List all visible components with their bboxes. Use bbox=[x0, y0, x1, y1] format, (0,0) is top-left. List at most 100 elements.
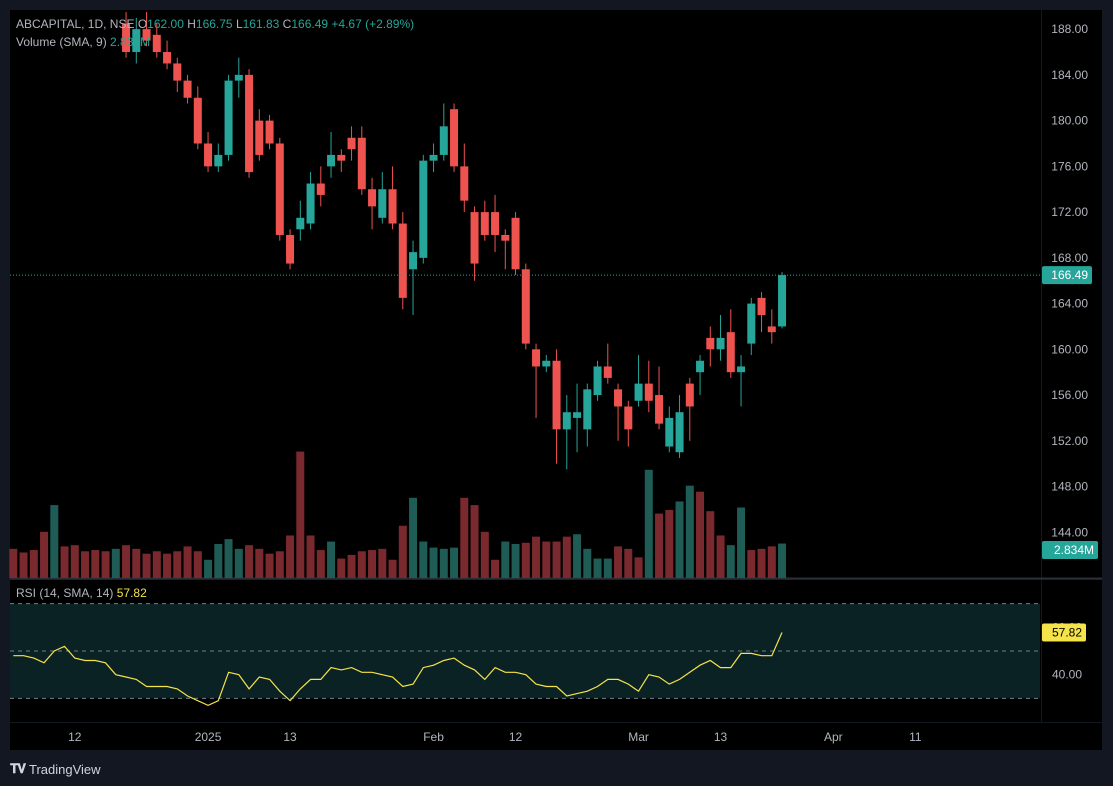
volume-bar bbox=[737, 507, 746, 578]
rsi-legend[interactable]: RSI (14, SMA, 14) 57.82 bbox=[16, 586, 147, 600]
volume-bar bbox=[224, 539, 233, 578]
volume-bar bbox=[286, 535, 295, 578]
time-axis-tick: Apr bbox=[824, 730, 843, 744]
volume-bar bbox=[132, 548, 141, 578]
price-axis-tick: 172.00 bbox=[1051, 205, 1088, 219]
volume-bar bbox=[398, 525, 407, 578]
rsi-line bbox=[13, 632, 783, 707]
volume-bar bbox=[593, 558, 602, 578]
candle-body bbox=[562, 412, 571, 430]
symbol-title[interactable]: ABCAPITAL, 1D, NSE bbox=[16, 17, 135, 31]
volume-bar bbox=[747, 550, 756, 578]
volume-bar bbox=[624, 548, 633, 578]
volume-bar bbox=[204, 559, 213, 578]
candle-body bbox=[778, 275, 787, 327]
close-value: 166.49 bbox=[291, 17, 329, 31]
price-axis-tick: 176.00 bbox=[1051, 159, 1088, 173]
volume-bar bbox=[757, 548, 766, 578]
volume-bar bbox=[368, 550, 377, 578]
volume-bar bbox=[296, 451, 305, 578]
volume-bar bbox=[511, 543, 520, 578]
volume-bar bbox=[50, 505, 59, 578]
candle-body bbox=[624, 406, 633, 430]
volume-legend[interactable]: Volume (SMA, 9) 2.834M bbox=[16, 35, 150, 49]
candle-body bbox=[757, 297, 766, 316]
volume-bar bbox=[460, 497, 469, 578]
volume-bar bbox=[255, 548, 264, 578]
volume-bar bbox=[378, 548, 387, 578]
time-axis-tick: 11 bbox=[909, 730, 922, 744]
rsi-indicator-value: 57.82 bbox=[116, 586, 147, 600]
volume-bar bbox=[337, 558, 346, 578]
candle-body bbox=[716, 337, 725, 350]
time-axis-background bbox=[10, 723, 1102, 750]
volume-bar bbox=[542, 541, 551, 578]
candle-body bbox=[614, 389, 623, 407]
volume-bar bbox=[327, 541, 336, 578]
candle-body bbox=[593, 366, 602, 396]
volume-bar bbox=[9, 548, 18, 578]
volume-bar bbox=[122, 545, 131, 578]
tradingview-logo-icon: 𝐓𝐕 bbox=[10, 761, 26, 776]
volume-bar bbox=[245, 545, 254, 578]
volume-value-badge bbox=[1042, 541, 1098, 559]
open-value: 162.00 bbox=[147, 17, 184, 31]
price-axis-tick: 160.00 bbox=[1051, 342, 1088, 356]
candle-body bbox=[675, 412, 684, 453]
candle-body bbox=[644, 383, 653, 401]
candle-body bbox=[655, 395, 664, 424]
rsi-indicator-label: RSI (14, SMA, 14) bbox=[16, 586, 114, 600]
candle-body bbox=[532, 349, 541, 367]
volume-bar bbox=[562, 536, 571, 578]
price-axis-tick: 180.00 bbox=[1051, 114, 1088, 128]
volume-bar bbox=[409, 497, 418, 578]
candle-body bbox=[286, 234, 295, 264]
candle-body bbox=[132, 29, 141, 53]
volume-bar bbox=[152, 551, 161, 578]
volume-bar bbox=[470, 505, 479, 578]
volume-bar bbox=[706, 511, 715, 578]
candle-body bbox=[265, 120, 274, 144]
volume-indicator-label: Volume (SMA, 9) bbox=[16, 35, 107, 49]
candle-body bbox=[378, 189, 387, 218]
candle-body bbox=[204, 143, 213, 167]
symbol-legend[interactable]: ABCAPITAL, 1D, NSE O162.00 H166.75 L161.… bbox=[16, 17, 414, 31]
candle-body bbox=[460, 166, 469, 201]
candle-body bbox=[501, 234, 510, 241]
tradingview-logo[interactable]: 𝐓𝐕 TradingView bbox=[10, 761, 101, 777]
volume-bar bbox=[552, 541, 561, 578]
volume-bar bbox=[429, 547, 438, 578]
candle-body bbox=[603, 366, 612, 378]
volume-bar bbox=[675, 501, 684, 578]
candle-body bbox=[665, 417, 674, 447]
time-axis-tick: 12 bbox=[509, 730, 523, 744]
time-axis-tick: 13 bbox=[283, 730, 297, 744]
price-axis-tick: 168.00 bbox=[1051, 251, 1088, 265]
volume-bar bbox=[696, 491, 705, 578]
low-value: 161.83 bbox=[242, 17, 280, 31]
volume-bar bbox=[491, 559, 500, 578]
price-axis-tick: 144.00 bbox=[1051, 525, 1088, 539]
volume-bar bbox=[685, 485, 694, 578]
volume-bar bbox=[419, 541, 428, 578]
candle-body bbox=[747, 303, 756, 344]
time-axis-tick: Feb bbox=[423, 730, 444, 744]
price-axis-tick: 148.00 bbox=[1051, 480, 1088, 494]
volume-bar bbox=[29, 550, 38, 578]
price-axis-tick: 188.00 bbox=[1051, 22, 1088, 36]
candle-body bbox=[122, 23, 131, 53]
candle-body bbox=[316, 183, 325, 195]
volume-bar bbox=[173, 551, 182, 578]
candle-body bbox=[306, 183, 315, 224]
candle-body bbox=[470, 212, 479, 264]
price-axis-tick: 156.00 bbox=[1051, 388, 1088, 402]
volume-bar bbox=[501, 541, 510, 578]
candle-body bbox=[511, 217, 520, 270]
volume-bar bbox=[306, 535, 315, 578]
candle-body bbox=[573, 412, 582, 418]
candle-body bbox=[142, 29, 151, 41]
candle-body bbox=[439, 126, 448, 155]
candle-body bbox=[183, 80, 192, 98]
candle-body bbox=[480, 212, 489, 235]
